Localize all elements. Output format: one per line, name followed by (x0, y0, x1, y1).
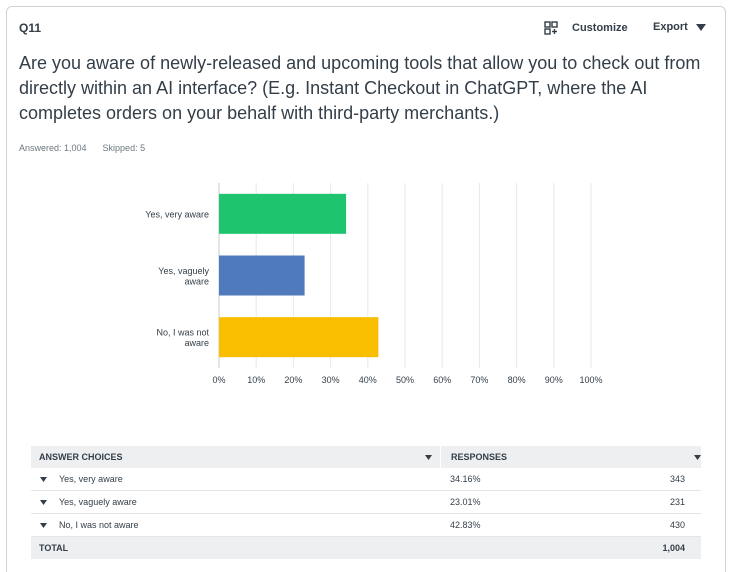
customize-icon (544, 21, 558, 35)
expand-caret-icon[interactable] (40, 476, 47, 482)
x-tick-label: 10% (247, 375, 265, 385)
category-label: aware (184, 338, 209, 348)
expand-caret-icon[interactable] (40, 499, 47, 505)
x-tick-label: 100% (579, 375, 602, 385)
total-label: TOTAL (39, 543, 69, 553)
row-count: 430 (669, 520, 685, 530)
question-card (6, 6, 726, 572)
category-label: Yes, very aware (145, 209, 209, 219)
total-value: 1,004 (662, 543, 685, 553)
x-tick-label: 20% (284, 375, 302, 385)
row-choice: Yes, very aware (59, 474, 123, 484)
category-label: No, I was not (156, 327, 209, 337)
bar[interactable] (219, 255, 305, 296)
answer-choices-header[interactable]: ANSWER CHOICES (31, 452, 440, 462)
x-tick-label: 60% (433, 375, 451, 385)
x-tick-label: 80% (508, 375, 526, 385)
responses-header-label: RESPONSES (451, 452, 508, 462)
row-choice: No, I was not aware (59, 520, 139, 530)
table-header: ANSWER CHOICES RESPONSES (31, 446, 701, 468)
customize-button[interactable]: Customize (544, 21, 628, 35)
caret-down-icon (695, 23, 706, 31)
table-total-row: TOTAL 1,004 (31, 537, 701, 559)
row-choice: Yes, vaguely aware (59, 497, 137, 507)
row-percent: 42.83% (450, 520, 481, 530)
category-label: aware (184, 276, 209, 286)
customize-label: Customize (572, 22, 628, 34)
table-row: Yes, very aware 34.16% 343 (31, 468, 701, 491)
x-tick-label: 0% (212, 375, 225, 385)
x-tick-label: 50% (396, 375, 414, 385)
expand-caret-icon[interactable] (40, 522, 47, 528)
answer-choices-header-label: ANSWER CHOICES (39, 452, 123, 462)
x-tick-label: 90% (545, 375, 563, 385)
answered-count: Answered: 1,004 (19, 143, 87, 153)
skipped-count: Skipped: 5 (102, 143, 146, 153)
responses-header[interactable]: RESPONSES (440, 446, 701, 468)
row-count: 343 (669, 474, 685, 484)
response-stats: Answered: 1,004 Skipped: 5 (19, 143, 161, 153)
sort-caret-icon (694, 454, 701, 460)
sort-caret-icon (425, 454, 432, 460)
row-percent: 34.16% (450, 474, 481, 484)
x-tick-label: 70% (470, 375, 488, 385)
responses-table: ANSWER CHOICES RESPONSES Yes, very aware… (31, 446, 701, 559)
question-text: Are you aware of newly-released and upco… (19, 53, 701, 123)
bar[interactable] (219, 317, 379, 358)
category-label: Yes, vaguely (158, 266, 209, 276)
export-label: Export (653, 21, 688, 33)
table-row: No, I was not aware 42.83% 430 (31, 514, 701, 537)
row-percent: 23.01% (450, 497, 481, 507)
x-tick-label: 40% (359, 375, 377, 385)
export-button[interactable]: Export (653, 21, 706, 33)
table-row: Yes, vaguely aware 23.01% 231 (31, 491, 701, 514)
question-number: Q11 (19, 21, 42, 35)
row-count: 231 (669, 497, 685, 507)
bar[interactable] (219, 193, 347, 234)
x-tick-label: 30% (322, 375, 340, 385)
